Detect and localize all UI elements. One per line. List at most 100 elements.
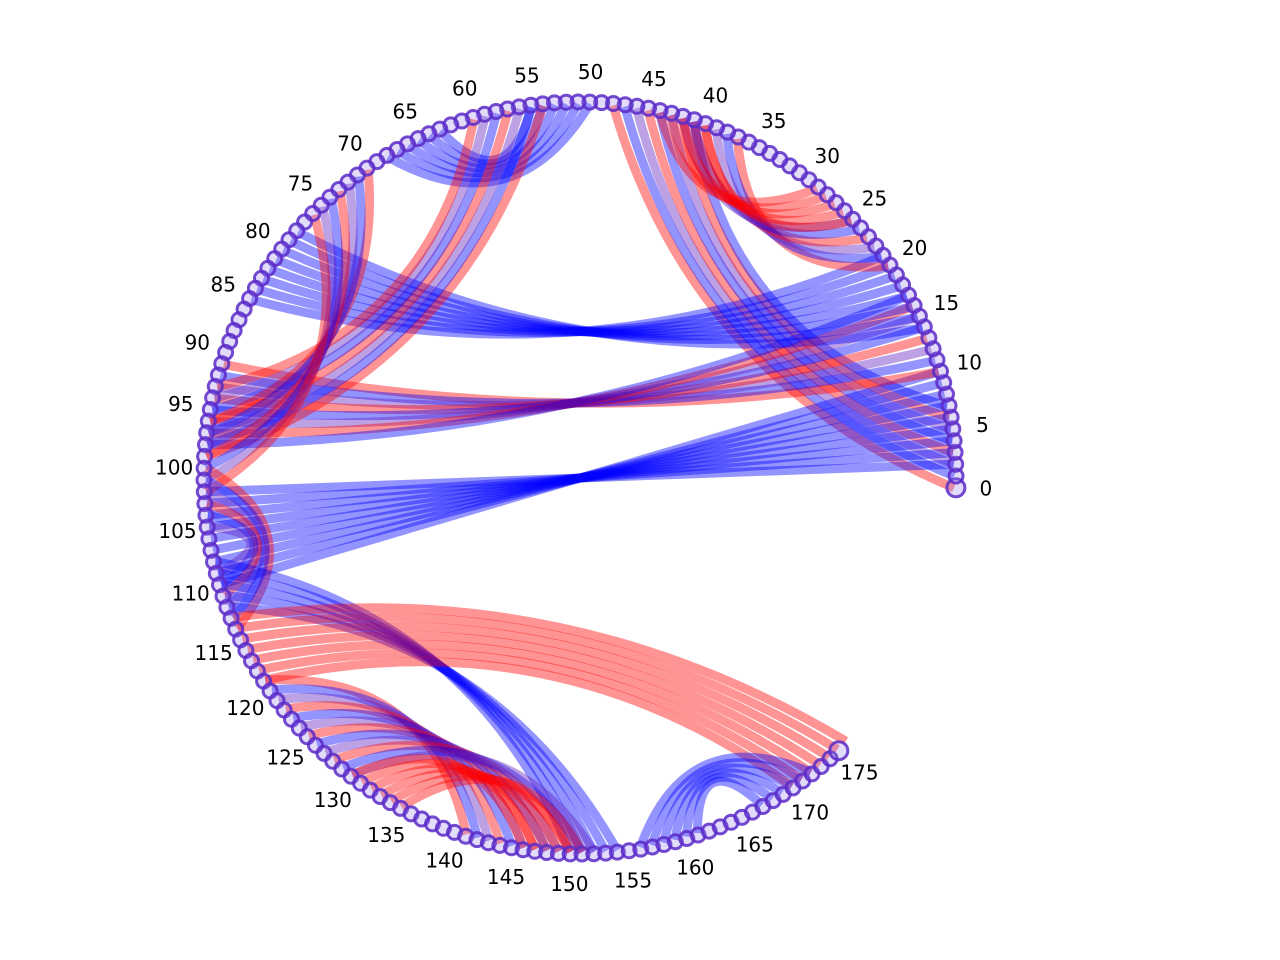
tick-label-120: 120 [226,696,264,720]
tick-label-60: 60 [452,77,477,101]
node-151 [573,845,591,863]
chord-122-144 [285,701,505,845]
chord-118-171 [258,648,804,784]
chord-113-176 [232,603,849,745]
tick-label-130: 130 [314,788,352,812]
chord-6-42 [678,117,951,422]
chord-3-45 [643,109,955,457]
chord-4-44 [655,111,954,446]
chord-60-93 [216,118,479,392]
tick-label-55: 55 [514,64,539,88]
chord-112-154 [228,602,622,853]
chord-57-96 [209,109,513,426]
chord-120-142 [271,684,482,839]
tick-label-160: 160 [676,855,714,879]
chord-5-105 [208,424,952,532]
chord-58-95 [211,112,501,415]
chord-22-39 [711,128,875,255]
chord-21-85 [250,252,884,339]
tick-label-75: 75 [288,172,313,196]
tick-label-100: 100 [155,455,193,479]
chord-71-97 [206,176,366,438]
chord-18-82 [268,265,903,337]
chord-16-80 [281,246,914,341]
chord-54-99 [205,104,548,461]
chord-161-167 [692,776,765,834]
chord-24-41 [689,120,861,239]
node-103 [196,495,214,513]
chord-1-47 [620,105,956,481]
chord-8-108 [214,390,946,566]
chord-132-148 [369,763,551,853]
tick-label-15: 15 [934,291,959,315]
chord-70-96 [208,169,374,426]
chord-117-172 [252,639,814,777]
chord-9-109 [217,378,943,578]
chord-130-152 [350,750,598,855]
chord-116-173 [246,630,823,769]
chord-17-98 [207,291,909,450]
chord-27-42 [678,117,837,219]
chord-124-146 [299,716,528,850]
chord-11-92 [219,356,937,408]
chord-10-110 [220,367,940,589]
tick-label-110: 110 [172,581,210,605]
chord-19-83 [261,271,897,337]
chord-75-101 [203,205,337,484]
tick-label-95: 95 [168,392,193,416]
chord-25-42 [678,117,853,232]
node-53 [545,94,563,112]
chord-135-151 [399,774,586,855]
chord-17-81 [274,255,909,338]
chord-3-103 [206,448,954,508]
chord-119-141 [265,675,471,836]
tick-label-125: 125 [266,746,304,770]
chord-105-109 [208,522,256,577]
chord-7-41 [689,120,949,411]
node-150 [561,845,579,863]
node-100 [195,459,213,477]
node-48 [604,95,622,112]
tick-label-145: 145 [487,865,525,889]
chord-12-93 [216,345,933,411]
chord-13-94 [214,334,929,415]
tick-label-25: 25 [862,187,887,211]
tick-label-20: 20 [902,236,927,260]
chord-26-41 [689,120,845,225]
node-47 [616,96,634,114]
tick-label-70: 70 [337,131,362,155]
chord-130-146 [350,754,528,850]
chord-7-107 [212,401,948,555]
chord-20-84 [255,261,890,337]
chord-103-111 [205,499,262,599]
chord-16-97 [208,302,914,438]
tick-label-85: 85 [210,272,235,296]
tick-label-170: 170 [791,801,829,825]
chord-0-48 [608,104,956,492]
chord-15-96 [210,312,920,428]
chord-156-172 [636,752,813,849]
chord-159-169 [670,768,785,841]
chord-160-168 [681,772,775,838]
chord-121-143 [278,693,494,842]
tick-label-30: 30 [814,144,839,168]
tick-label-65: 65 [392,100,417,124]
chord-127-149 [324,735,563,854]
chord-101-113 [203,475,270,621]
node-101 [195,471,213,489]
chord-2-102 [206,459,954,497]
node-152 [585,845,603,863]
chord-100-114 [203,464,274,632]
chord-53-65 [416,103,559,173]
chord-76-102 [203,213,331,496]
chord-56-97 [207,107,524,438]
tick-label-10: 10 [957,351,982,375]
tick-label-165: 165 [736,832,774,856]
chord-52-66 [405,102,571,178]
chord-5-43 [666,114,953,434]
node-98 [197,436,214,454]
node-99 [196,447,214,465]
chord-layer [203,101,956,855]
node-51 [569,93,587,111]
